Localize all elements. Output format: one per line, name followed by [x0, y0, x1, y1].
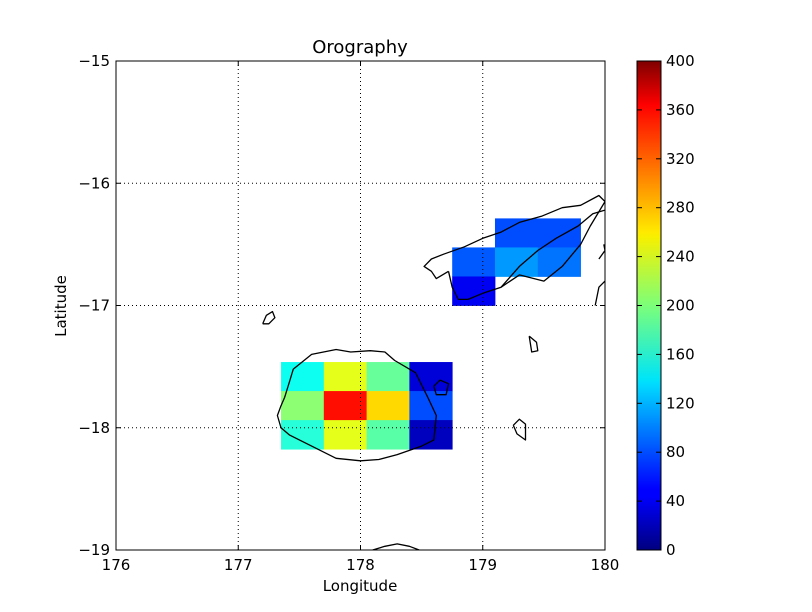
heatmap-cell — [494, 247, 539, 277]
coastline — [594, 280, 605, 306]
heatmap-cell — [323, 420, 368, 450]
colorbar-tick-label: 320 — [666, 150, 695, 168]
heatmap-cell — [323, 391, 368, 421]
heatmap-cell — [409, 362, 453, 392]
heatmap-cell — [281, 391, 325, 421]
coastline — [500, 209, 605, 288]
coastline — [276, 348, 437, 462]
x-tick-label: 176 — [102, 556, 131, 574]
x-ticks: 176 177 178 179 180 — [102, 61, 620, 574]
coastline — [423, 194, 605, 301]
heatmap-cell — [281, 420, 325, 450]
colorbar-tick-label: 160 — [666, 345, 695, 363]
colorbar-tick-label: 120 — [666, 394, 695, 412]
y-tick-label: −15 — [78, 52, 110, 70]
coastline — [512, 418, 527, 441]
heatmap-cell — [452, 247, 496, 277]
heatmap-cell — [409, 420, 453, 450]
y-ticks: −15 −16 −17 −18 −19 — [78, 52, 605, 559]
heatmap-cell — [366, 391, 410, 421]
heatmap-cells — [281, 218, 581, 450]
heatmap-cell — [494, 218, 539, 248]
coastline — [433, 379, 450, 396]
x-tick-label: 177 — [224, 556, 253, 574]
heatmap-cell — [366, 362, 410, 392]
y-axis-label: Latitude — [52, 275, 70, 337]
x-tick-label: 178 — [346, 556, 375, 574]
heatmap-cell — [366, 420, 410, 450]
x-tick-label: 180 — [591, 556, 620, 574]
y-tick-label: −17 — [78, 297, 110, 315]
colorbar-ticks: 0 40 80 120 160 200 240 280 320 360 400 — [637, 52, 695, 559]
colorbar-tick-label: 240 — [666, 248, 695, 266]
coastline — [262, 310, 276, 325]
colorbar-tick-label: 200 — [666, 297, 695, 315]
colorbar-tick-label: 40 — [666, 492, 685, 510]
y-tick-label: −18 — [78, 419, 110, 437]
heatmap-cell — [537, 218, 581, 248]
colorbar-tick-label: 360 — [666, 101, 695, 119]
colorbar: 0 40 80 120 160 200 240 280 320 360 400 — [636, 52, 695, 559]
colorbar-tick-label: 80 — [666, 443, 685, 461]
colorbar-tick-label: 0 — [666, 541, 676, 559]
chart-title: Orography — [312, 37, 408, 58]
y-tick-label: −16 — [78, 174, 110, 192]
heatmap-cell — [323, 362, 368, 392]
coastline — [372, 543, 420, 550]
coastline — [598, 244, 605, 260]
heatmap-cell — [409, 391, 453, 421]
x-axis-label: Longitude — [323, 577, 398, 595]
coastline — [528, 335, 539, 353]
colorbar-tick-label: 280 — [666, 199, 695, 217]
coastlines — [262, 194, 605, 550]
plot-area: 176 177 178 179 180 −15 −16 −17 −18 −19 — [78, 52, 619, 574]
colorbar-tick-label: 400 — [666, 52, 695, 70]
y-tick-label: −19 — [78, 541, 110, 559]
x-tick-label: 179 — [468, 556, 497, 574]
